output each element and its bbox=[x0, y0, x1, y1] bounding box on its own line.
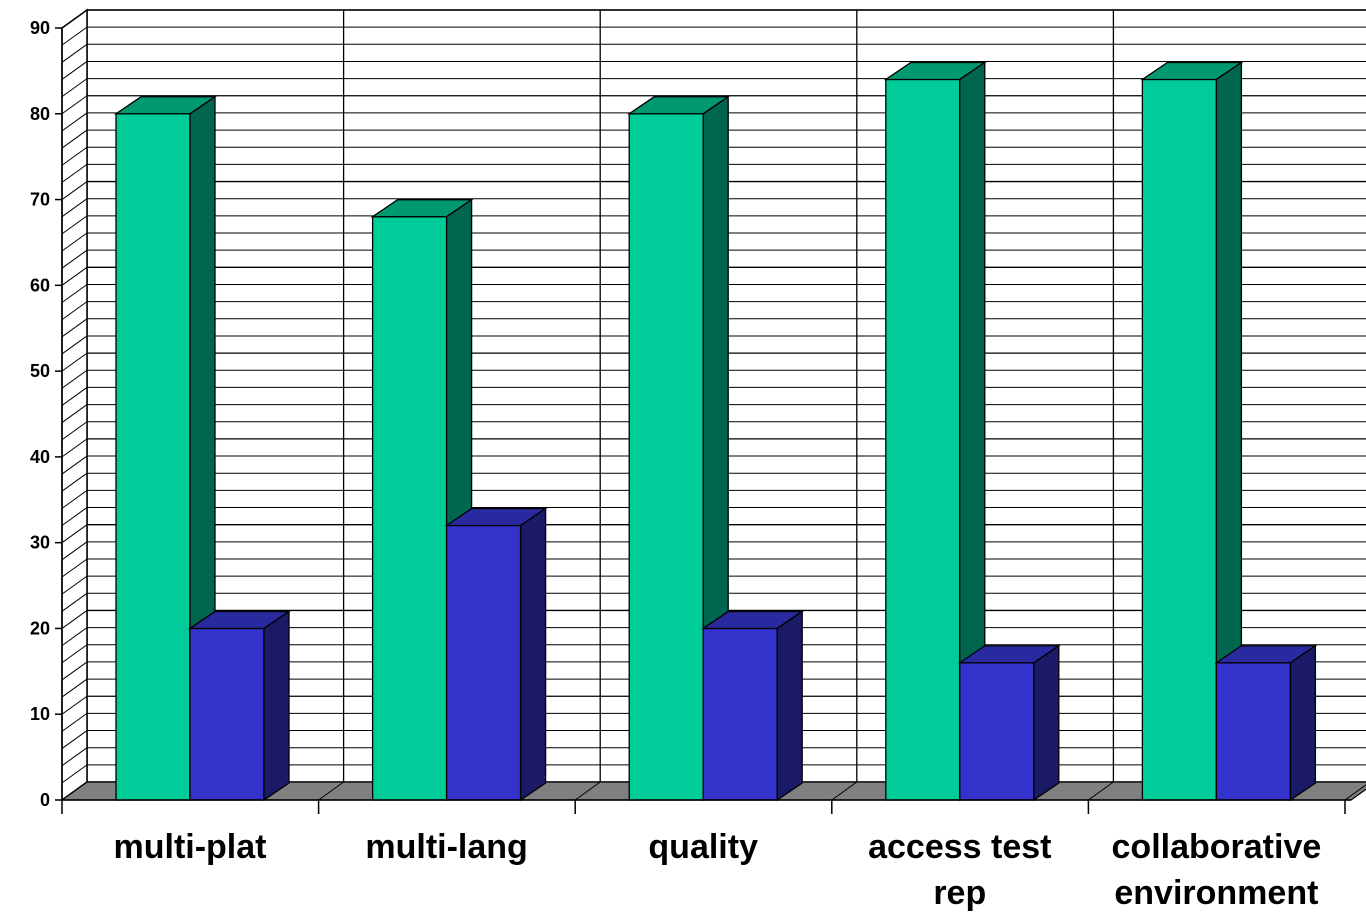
gridline-side bbox=[61, 541, 88, 561]
bars-group bbox=[113, 61, 1318, 802]
gridline-side bbox=[61, 146, 88, 166]
gridline-side bbox=[61, 78, 88, 98]
gridline-side bbox=[61, 678, 88, 698]
gridline-side bbox=[61, 301, 88, 321]
bar-side bbox=[1289, 644, 1317, 802]
gridline-side bbox=[61, 421, 88, 441]
gridline-side bbox=[61, 61, 88, 80]
floor-divider bbox=[61, 781, 88, 801]
bar-side bbox=[519, 507, 547, 802]
y-tick-label: 50 bbox=[30, 361, 50, 381]
floor-divider bbox=[318, 781, 344, 801]
y-tick-label: 20 bbox=[30, 618, 50, 638]
gridline-side bbox=[61, 661, 88, 681]
y-tick-label: 10 bbox=[30, 704, 50, 724]
x-category-label: access test rep bbox=[868, 828, 1051, 912]
y-axis: 0 10 20 30 40 50 60 70 80 90 bbox=[30, 18, 63, 810]
floor-divider bbox=[1088, 781, 1114, 801]
bar bbox=[187, 610, 292, 802]
gridline-side bbox=[61, 592, 88, 612]
y-tick-label: 60 bbox=[30, 275, 50, 295]
gridline-side bbox=[61, 129, 88, 149]
bar-front bbox=[959, 662, 1035, 801]
bar-front bbox=[1141, 78, 1218, 801]
bar-side bbox=[263, 610, 290, 802]
gridline-side bbox=[61, 524, 88, 544]
gridline-side bbox=[61, 266, 88, 286]
gridline-side bbox=[61, 232, 88, 252]
gridline-side bbox=[61, 335, 88, 355]
x-category-label-line: multi-lang bbox=[365, 828, 527, 866]
bar bbox=[1214, 644, 1318, 802]
y-tick-label: 30 bbox=[30, 533, 50, 553]
gridline-side bbox=[61, 198, 88, 218]
bar bbox=[883, 61, 987, 802]
x-category-label-line: collaborative bbox=[1112, 828, 1322, 866]
gridline-side bbox=[61, 610, 88, 629]
gridline-side bbox=[61, 215, 88, 235]
gridline-side bbox=[61, 352, 88, 372]
x-category-label-line: access test bbox=[868, 828, 1051, 866]
gridline-side bbox=[61, 764, 88, 784]
y-tick-label: 0 bbox=[40, 790, 50, 810]
x-category-label-line: multi-plat bbox=[114, 828, 267, 866]
gridline-side bbox=[61, 455, 88, 475]
floor-divider bbox=[574, 781, 601, 801]
gridline-side bbox=[61, 558, 88, 578]
gridline-side bbox=[61, 695, 88, 715]
gridline-side bbox=[61, 9, 88, 29]
gridline-side bbox=[61, 284, 88, 303]
x-category-label-line: rep bbox=[933, 874, 986, 912]
x-category-label: multi-plat bbox=[114, 828, 267, 866]
gridline-side bbox=[61, 438, 88, 458]
gridline-side bbox=[61, 43, 88, 63]
y-tick-label: 40 bbox=[30, 447, 50, 467]
bar-front bbox=[371, 216, 448, 801]
gridline-side bbox=[61, 404, 88, 423]
gridline-side bbox=[61, 163, 88, 183]
gridline-side bbox=[61, 472, 88, 492]
gridline-side bbox=[61, 644, 88, 664]
y-tick-label: 90 bbox=[30, 18, 50, 38]
gridline-side bbox=[61, 249, 88, 269]
y-tick-label: 80 bbox=[30, 104, 50, 124]
gridline-side bbox=[61, 489, 88, 509]
bar-front bbox=[1215, 662, 1292, 801]
bar-side bbox=[1033, 644, 1060, 802]
floor-divider bbox=[831, 781, 858, 801]
gridline-side bbox=[61, 747, 88, 767]
y-tick-label: 70 bbox=[30, 190, 50, 210]
gridline-side bbox=[61, 181, 88, 200]
gridline-side bbox=[61, 387, 88, 406]
gridline-side bbox=[61, 730, 88, 749]
bar-front bbox=[628, 113, 704, 801]
bar bbox=[1140, 61, 1244, 802]
gridline-side bbox=[61, 575, 88, 595]
gridline-side bbox=[61, 712, 88, 732]
x-category-label: multi-lang bbox=[365, 828, 527, 866]
gridline-side bbox=[61, 26, 88, 46]
bar-front bbox=[702, 627, 778, 801]
bar bbox=[957, 644, 1061, 802]
x-category-label: quality bbox=[648, 828, 758, 866]
gridline-side bbox=[61, 369, 88, 389]
gridline-side bbox=[61, 507, 88, 526]
x-category-label-line: environment bbox=[1114, 874, 1318, 912]
bar bbox=[701, 610, 805, 802]
x-category-label-line: quality bbox=[648, 828, 758, 866]
x-axis: multi-plat multi-lang quality access test re… bbox=[61, 799, 1351, 912]
gridline-side bbox=[61, 112, 88, 132]
gridline-side bbox=[61, 627, 88, 647]
gridline-side bbox=[61, 95, 88, 115]
bar-side bbox=[776, 610, 803, 802]
bar-front bbox=[189, 627, 265, 801]
bar-front bbox=[885, 78, 961, 801]
gridline-side bbox=[61, 318, 88, 338]
x-category-label: collaborative environment bbox=[1112, 828, 1322, 912]
bar-front bbox=[115, 113, 191, 801]
bar-front bbox=[445, 524, 522, 801]
bar bbox=[444, 507, 548, 802]
